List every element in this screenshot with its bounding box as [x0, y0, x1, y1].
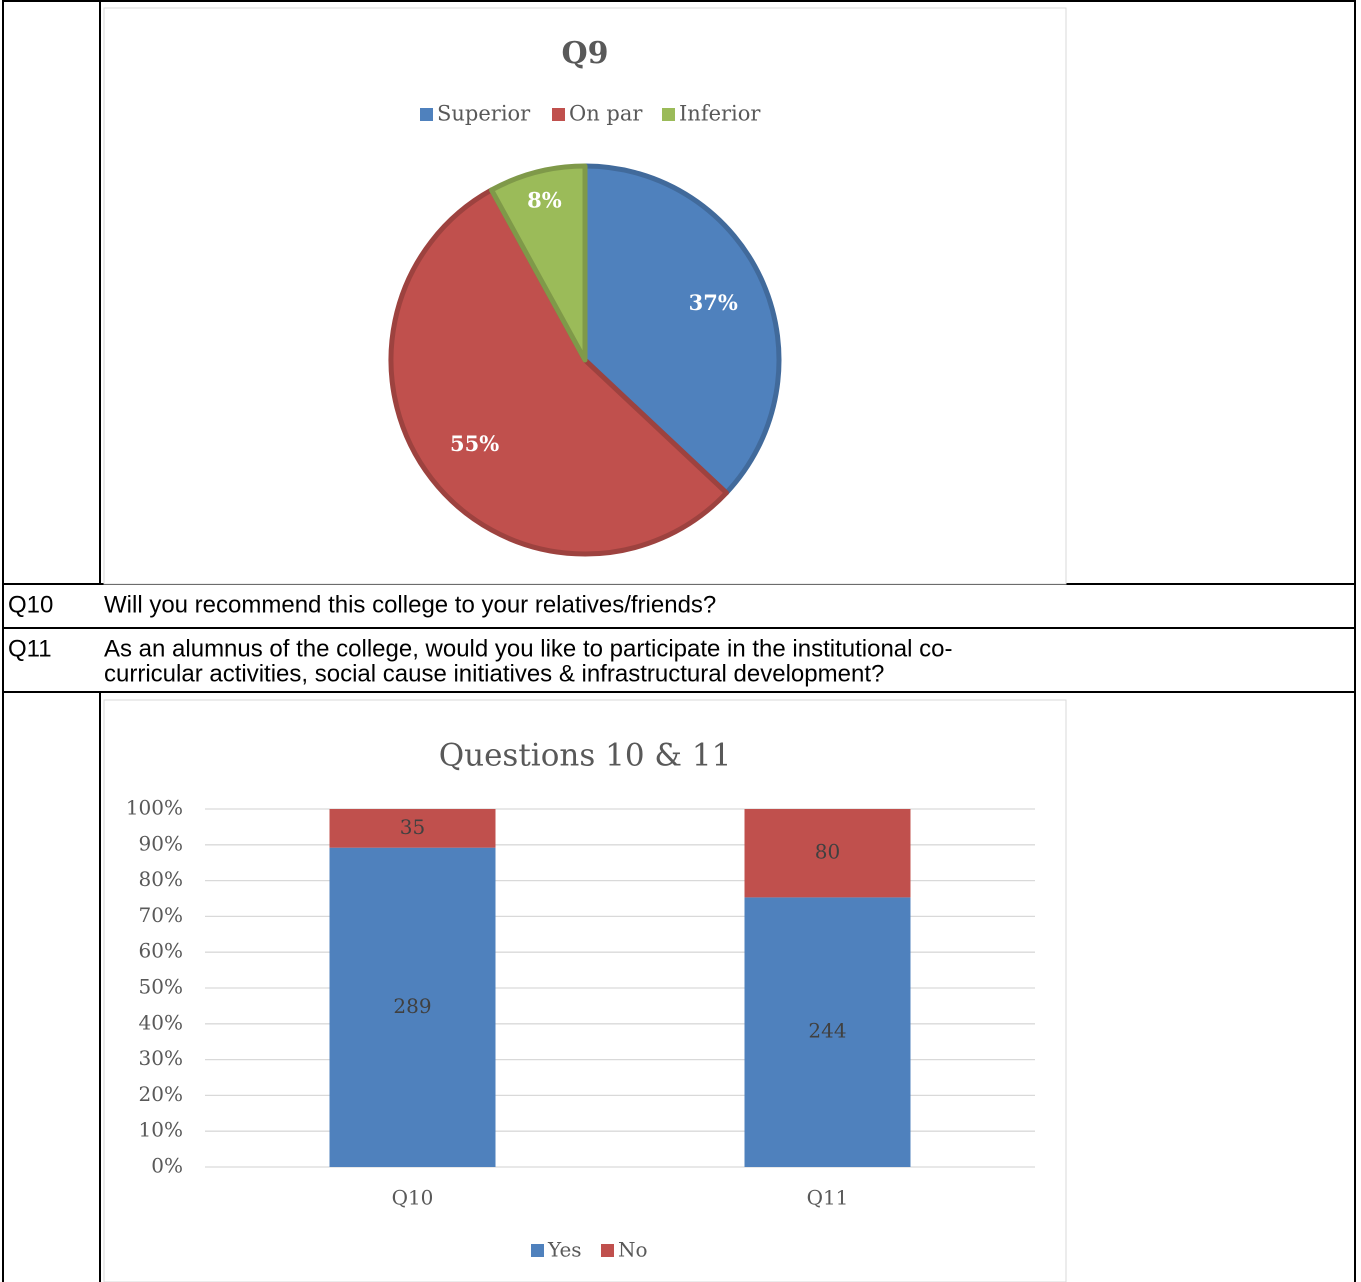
legend-label: Inferior: [679, 102, 761, 126]
row-text: As an alumnus of the college, would you …: [104, 635, 952, 662]
legend-label: On par: [569, 102, 643, 126]
data-label: 55%: [450, 431, 499, 456]
y-tick-label: 40%: [139, 1010, 183, 1034]
bar-segment: [744, 809, 911, 898]
pie-slice: [582, 163, 782, 496]
y-tick-label: 50%: [139, 975, 183, 999]
row-label: Q10: [8, 591, 53, 618]
row-text: Will you recommend this college to your …: [104, 591, 716, 618]
y-tick-label: 30%: [139, 1046, 183, 1070]
y-tick-label: 100%: [126, 796, 183, 820]
data-label: 244: [808, 1019, 846, 1043]
chart-title: Q9: [561, 36, 608, 71]
pie-slice: [388, 187, 729, 557]
bar-segment: [329, 847, 496, 1167]
legend-swatch: [662, 108, 675, 121]
chart-title: Questions 10 & 11: [439, 738, 732, 774]
data-label: 8%: [527, 188, 562, 213]
x-tick-label: Q11: [807, 1186, 849, 1210]
x-tick-label: Q10: [392, 1186, 434, 1210]
y-tick-label: 20%: [139, 1082, 183, 1106]
data-label: 80: [815, 840, 840, 864]
y-tick-label: 0%: [151, 1154, 183, 1178]
legend-label: No: [618, 1238, 648, 1262]
y-tick-label: 60%: [139, 939, 183, 963]
bar-chart-frame: [103, 699, 1067, 1282]
y-tick-label: 90%: [139, 831, 183, 855]
data-label: 37%: [689, 290, 738, 315]
data-label: 35: [400, 815, 425, 839]
row-text: curricular activities, social cause init…: [104, 660, 884, 687]
legend-label: Yes: [547, 1238, 582, 1262]
legend-swatch: [531, 1244, 544, 1257]
legend-swatch: [420, 108, 433, 121]
legend-swatch: [552, 108, 565, 121]
bar-segment: [744, 897, 911, 1167]
bar-segment: [329, 809, 496, 848]
legend-label: Superior: [437, 102, 531, 126]
y-tick-label: 10%: [139, 1118, 183, 1142]
y-tick-label: 80%: [139, 867, 183, 891]
y-tick-label: 70%: [139, 903, 183, 927]
pie-slice: [489, 163, 588, 363]
legend-swatch: [601, 1244, 614, 1257]
data-label: 289: [393, 994, 431, 1018]
row-label: Q11: [8, 635, 52, 662]
